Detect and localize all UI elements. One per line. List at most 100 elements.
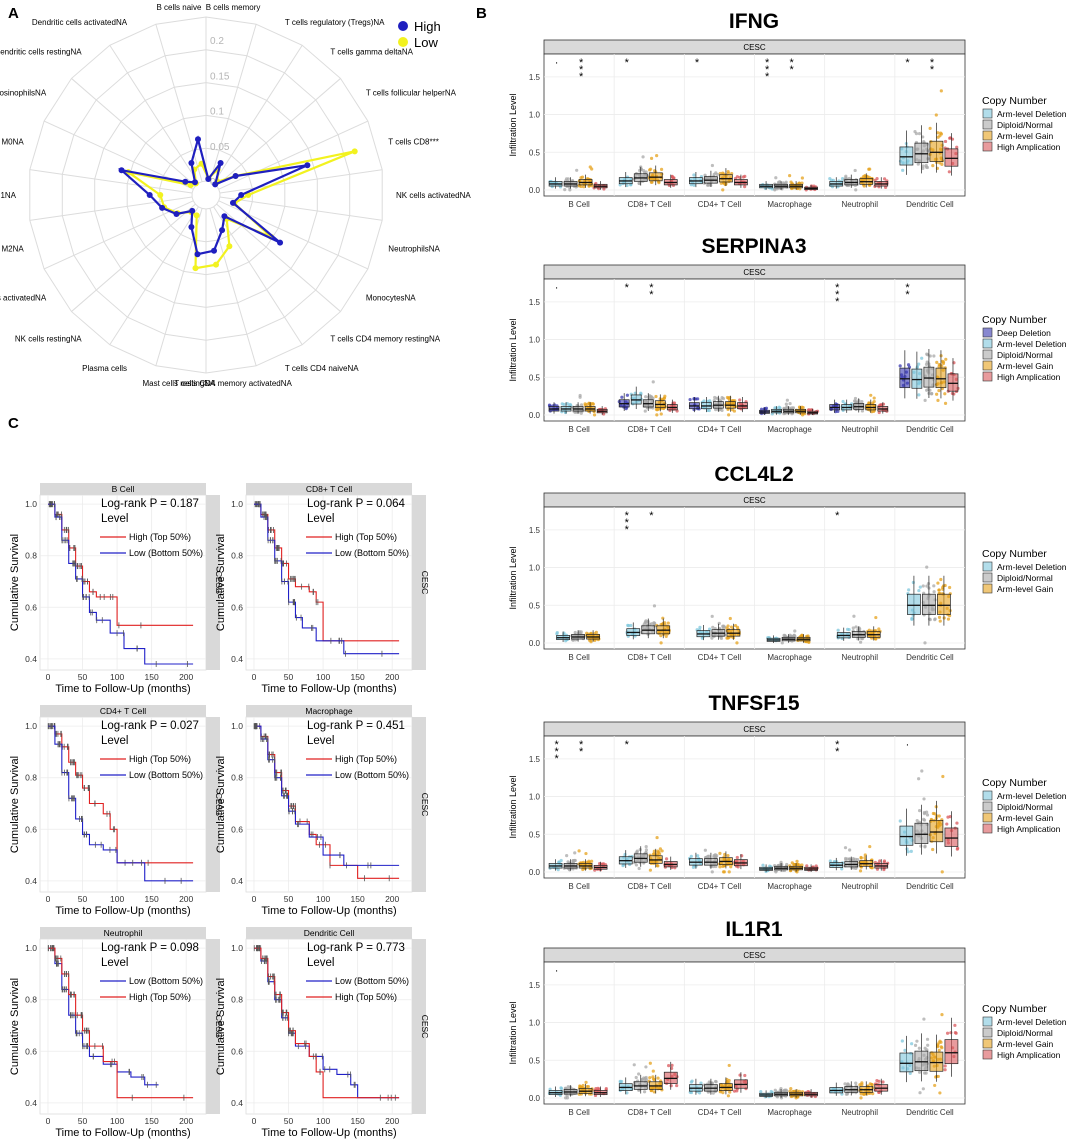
- significance-marker: *: [835, 296, 840, 308]
- y-tick-label: 1.5: [529, 298, 541, 307]
- radar-spoke: [71, 203, 196, 312]
- jitter-point: [947, 170, 951, 174]
- side-strip: [206, 495, 220, 670]
- jitter-point: [644, 850, 648, 855]
- jitter-point: [716, 397, 720, 401]
- jitter-point: [948, 585, 952, 590]
- jitter-point: [649, 156, 654, 160]
- facet-strip: [246, 705, 412, 717]
- jitter-point: [881, 402, 886, 406]
- legend-title: Copy Number: [982, 95, 1047, 107]
- box: [929, 140, 944, 162]
- jitter-point: [916, 162, 920, 166]
- jitter-point: [871, 1092, 875, 1096]
- jitter-point: [874, 615, 878, 620]
- jitter-point: [729, 865, 733, 869]
- y-tick-label: 0.4: [25, 654, 37, 664]
- jitter-point: [625, 393, 630, 397]
- significance-marker: *: [835, 282, 840, 294]
- jitter-point: [917, 809, 922, 813]
- significance-marker: *: [835, 289, 840, 301]
- jitter-point: [555, 632, 559, 636]
- jitter-point: [863, 856, 867, 860]
- radar-category-label: T cells regulatory (Tregs)NA: [285, 18, 385, 27]
- jitter-point: [872, 399, 876, 404]
- jitter-point: [867, 167, 871, 171]
- jitter-point: [651, 1069, 655, 1073]
- jitter-point: [575, 168, 579, 172]
- jitter-point: [726, 1094, 731, 1098]
- jitter-point: [761, 863, 765, 867]
- legend-title: Level: [307, 513, 335, 525]
- jitter-point: [800, 176, 804, 180]
- radar-category-label: B cells memory: [206, 3, 261, 12]
- x-tick-label: 50: [78, 1116, 88, 1126]
- significance-marker: ·: [555, 282, 559, 294]
- jitter-point: [714, 1080, 718, 1084]
- jitter-point: [922, 1017, 926, 1021]
- y-tick-label: 0.4: [25, 876, 37, 886]
- jitter-point: [843, 846, 848, 850]
- box: [914, 822, 929, 844]
- jitter-point: [946, 617, 951, 621]
- radar-point-high: [182, 178, 189, 185]
- x-tick-label: 0: [46, 894, 51, 904]
- box: [947, 373, 959, 392]
- legend-key: [982, 1027, 993, 1038]
- y-tick-label: 0.0: [529, 411, 541, 420]
- jitter-point: [652, 1090, 656, 1094]
- jitter-point: [793, 629, 797, 633]
- jitter-point: [915, 1039, 919, 1043]
- jitter-point: [774, 176, 778, 180]
- jitter-point: [707, 1080, 711, 1084]
- jitter-point: [785, 862, 789, 867]
- jitter-point: [844, 858, 848, 862]
- x-tick-label: CD4+ T Cell: [698, 653, 742, 662]
- jitter-point: [667, 1064, 671, 1068]
- legend-label: Low (Bottom 50%): [335, 770, 409, 780]
- jitter-point: [903, 1048, 907, 1052]
- jitter-point: [788, 174, 792, 178]
- legend-label: High Amplication: [997, 142, 1061, 152]
- radar-category-label: Dendritic cells restingNA: [0, 47, 82, 56]
- jitter-point: [659, 167, 664, 171]
- side-strip-label: CESC: [214, 571, 224, 595]
- boxplot-grid: IFNG CESC 0.0 0.5 1.0 1.5 Infiltration Level B …: [508, 10, 1067, 1117]
- side-strip-label: CESC: [420, 571, 430, 595]
- jitter-point: [938, 363, 942, 367]
- km-plot-dendritic-cell: Dendritic Cell CESC 0.4 0.6 0.8 1.0 0 50 100 150 2…: [215, 927, 430, 1139]
- significance-marker: *: [625, 524, 630, 536]
- jitter-point: [655, 413, 659, 417]
- significance-marker: *: [765, 57, 770, 69]
- radar-spoke: [218, 120, 369, 190]
- legend-key: [982, 338, 993, 349]
- x-tick-label: Neutrophil: [842, 200, 879, 209]
- jitter-point: [573, 851, 577, 855]
- legend-label: Arm-level Deletion: [997, 109, 1067, 119]
- jitter-point: [778, 406, 782, 410]
- x-axis-label: Time to Follow-Up (months): [55, 683, 190, 695]
- radar-point-high: [159, 204, 166, 211]
- x-tick-label: CD4+ T Cell: [698, 200, 742, 209]
- survival-curve: [48, 725, 194, 864]
- jitter-point: [920, 356, 924, 360]
- significance-marker: *: [930, 64, 935, 76]
- jitter-point: [932, 590, 936, 594]
- side-strip: [206, 939, 220, 1114]
- legend-key: [982, 108, 993, 119]
- jitter-point: [703, 848, 707, 852]
- jitter-point: [623, 852, 627, 857]
- y-tick-label: 1.5: [529, 981, 541, 990]
- jitter-point: [919, 844, 923, 848]
- survival-curve: [254, 503, 400, 655]
- jitter-point: [932, 354, 936, 358]
- radar-point-high: [173, 211, 180, 218]
- jitter-point: [715, 854, 719, 858]
- jitter-point: [937, 814, 941, 818]
- jitter-point: [578, 395, 582, 399]
- radar-spoke: [29, 196, 193, 221]
- x-axis-label: Time to Follow-Up (months): [261, 905, 396, 917]
- jitter-point: [642, 1090, 647, 1094]
- significance-marker: *: [790, 57, 795, 69]
- y-axis-label: Infiltration Level: [508, 546, 518, 609]
